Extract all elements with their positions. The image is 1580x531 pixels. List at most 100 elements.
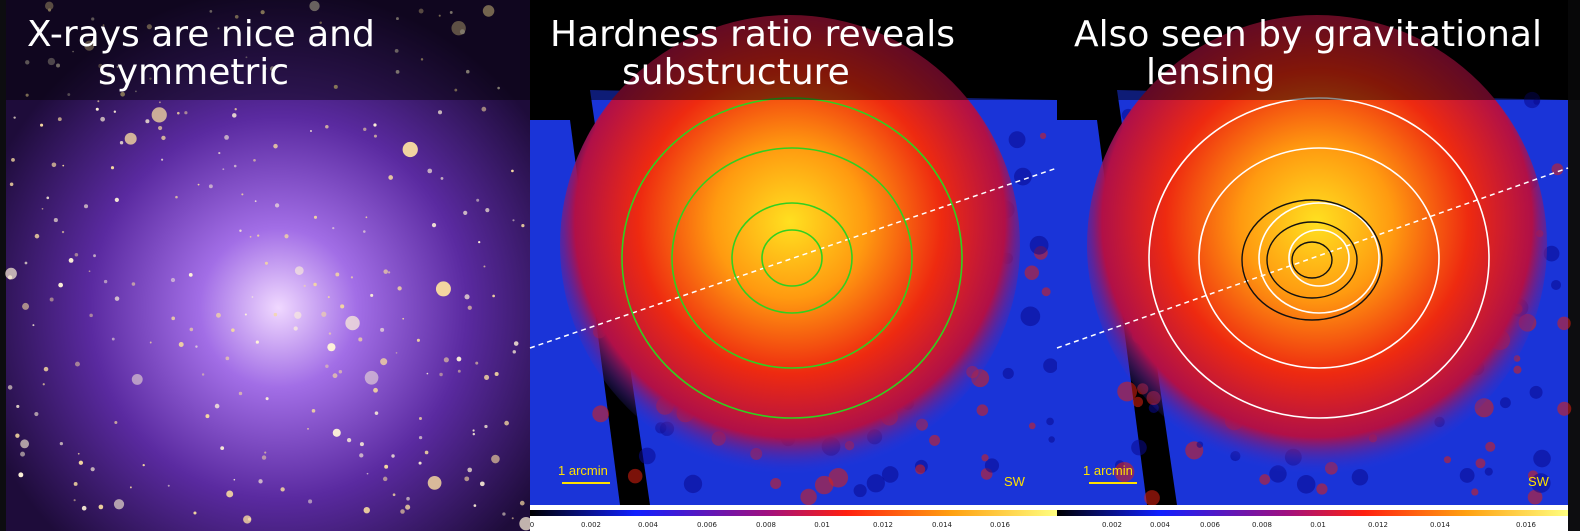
- noise: [1025, 266, 1039, 280]
- galaxy: [428, 476, 442, 490]
- galaxy: [10, 183, 14, 187]
- galaxy: [258, 479, 262, 483]
- galaxy: [145, 119, 149, 123]
- galaxy: [397, 286, 401, 290]
- galaxy: [308, 499, 312, 503]
- galaxy: [464, 294, 469, 299]
- galaxy: [232, 113, 237, 118]
- noise: [1460, 468, 1475, 483]
- galaxy: [294, 326, 298, 330]
- galaxy: [333, 373, 338, 378]
- galaxy: [177, 112, 180, 115]
- galaxy: [403, 142, 418, 157]
- galaxy: [321, 312, 326, 317]
- galaxy: [358, 337, 362, 341]
- galaxy: [58, 117, 62, 121]
- galaxy: [74, 482, 78, 486]
- galaxy: [193, 511, 196, 514]
- galaxy: [360, 442, 364, 446]
- galaxy: [168, 485, 170, 487]
- panel-title: substructure: [622, 52, 850, 93]
- galaxy: [373, 123, 376, 126]
- noise: [1533, 450, 1551, 468]
- galaxy: [195, 345, 197, 347]
- galaxy: [419, 417, 422, 420]
- galaxy: [427, 373, 429, 375]
- noise: [800, 489, 816, 505]
- galaxy: [198, 184, 200, 186]
- galaxy: [161, 136, 165, 140]
- colorbar: [1057, 510, 1568, 516]
- galaxy: [502, 512, 505, 515]
- galaxy: [480, 481, 485, 486]
- galaxy: [363, 128, 366, 131]
- galaxy: [383, 269, 388, 274]
- galaxy: [512, 517, 514, 519]
- galaxy: [216, 313, 221, 318]
- galaxy: [391, 454, 394, 457]
- galaxy: [82, 506, 87, 511]
- galaxy: [120, 141, 123, 144]
- noise: [1316, 483, 1327, 494]
- galaxy: [50, 298, 54, 302]
- galaxy: [419, 436, 422, 439]
- galaxy: [425, 451, 429, 455]
- galaxy: [235, 108, 237, 110]
- galaxy: [84, 204, 88, 208]
- panel-title: Also seen by gravitational: [1074, 14, 1542, 55]
- noise: [1043, 358, 1058, 373]
- noise: [1029, 423, 1036, 430]
- galaxy: [74, 499, 76, 501]
- scale-label: 1 arcmin: [558, 463, 608, 478]
- galaxy: [93, 254, 96, 257]
- galaxy: [514, 341, 519, 346]
- galaxy: [464, 476, 469, 481]
- galaxy: [329, 332, 331, 334]
- colorbar-tick-label: 0.012: [1368, 521, 1388, 529]
- galaxy: [150, 342, 152, 344]
- noise: [1144, 490, 1160, 506]
- galaxy: [257, 234, 259, 236]
- galaxy: [295, 266, 304, 275]
- galaxy: [339, 370, 342, 373]
- galaxy: [89, 270, 91, 272]
- noise: [1009, 131, 1026, 148]
- galaxy: [96, 108, 99, 111]
- galaxy: [333, 429, 341, 437]
- colorbar-tick-label: 0.016: [990, 521, 1011, 529]
- galaxy: [75, 253, 79, 257]
- noise: [1530, 386, 1543, 399]
- galaxy: [351, 276, 353, 278]
- colorbar-tick-label: 0.008: [1252, 521, 1272, 529]
- galaxy: [16, 405, 19, 408]
- galaxy: [373, 388, 378, 393]
- galaxy: [473, 433, 475, 435]
- colorbar-tick-label: 0.006: [697, 521, 718, 529]
- galaxy: [52, 162, 57, 167]
- noise: [1003, 368, 1014, 379]
- galaxy: [463, 211, 467, 215]
- galaxy: [380, 328, 384, 332]
- galaxy: [313, 283, 316, 286]
- galaxy: [159, 101, 161, 103]
- colorbar-tick-label: 0.01: [1310, 521, 1326, 529]
- galaxy: [481, 107, 486, 112]
- noise: [1046, 418, 1054, 426]
- slide: X-rays are nice andsymmetricHardness rat…: [0, 0, 1580, 531]
- noise: [770, 478, 781, 489]
- galaxy: [304, 285, 306, 287]
- galaxy: [363, 230, 366, 233]
- galaxy: [130, 486, 132, 488]
- galaxy: [495, 372, 499, 376]
- galaxy: [273, 144, 278, 149]
- noise: [1131, 440, 1147, 456]
- galaxy: [226, 490, 233, 497]
- galaxy: [89, 314, 93, 318]
- galaxy: [171, 278, 175, 282]
- galaxy: [243, 515, 251, 523]
- noise: [684, 475, 702, 493]
- galaxy: [307, 428, 309, 430]
- noise: [1021, 306, 1041, 326]
- galaxy: [79, 461, 83, 465]
- galaxy: [69, 258, 74, 263]
